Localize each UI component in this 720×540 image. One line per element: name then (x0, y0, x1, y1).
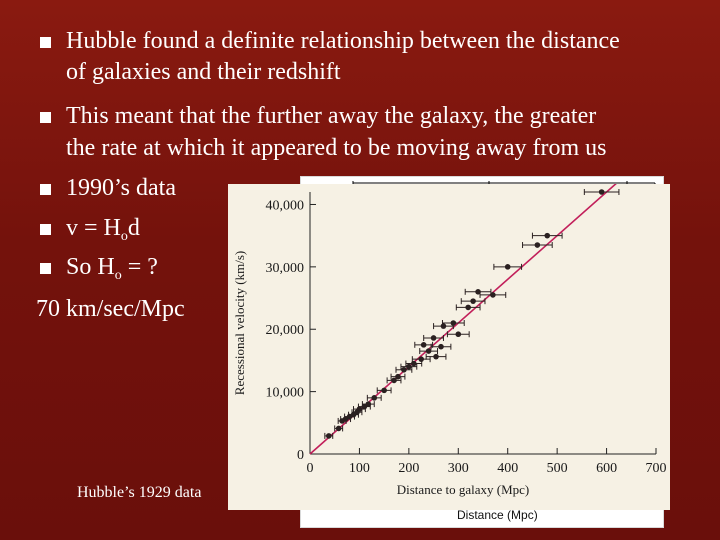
bullet-square-icon (40, 224, 51, 235)
data-point (430, 335, 437, 341)
hubble-chart-card: 0 100 200 300 400 500 600 700 0 10,000 20,000 30,00… (228, 169, 670, 510)
data-point (598, 189, 605, 195)
y-tick-label: 20,000 (266, 323, 305, 338)
bullet-2-line-2: the rate at which it appeared to be movi… (66, 135, 607, 161)
data-point (418, 356, 425, 362)
data-point (425, 348, 432, 354)
x-tick-label: 500 (547, 461, 568, 476)
bullet-square-icon (40, 37, 51, 48)
answer-text: 70 km/sec/Mpc (36, 296, 185, 322)
data-point (465, 304, 471, 311)
bullet-4-equation: v = Hod (66, 214, 140, 251)
x-tick-label: 100 (349, 461, 370, 476)
bullet-1-line-1: Hubble found a definite relationship bet… (66, 28, 620, 54)
data-point (406, 363, 412, 370)
data-points-layer (324, 189, 620, 439)
data-point (433, 353, 439, 360)
data-point (440, 323, 447, 329)
data-point (450, 320, 457, 326)
bullet-3-text: 1990’s data (66, 175, 176, 201)
x-tick-label: 200 (398, 461, 419, 476)
bullet-square-icon (40, 112, 51, 123)
bullet-5-question: So Ho = ? (66, 253, 158, 290)
y-tick-label: 40,000 (266, 198, 305, 213)
data-point (544, 232, 551, 239)
x-tick-label: 300 (448, 461, 469, 476)
axes-layer: 0 100 200 300 400 500 600 700 0 10,000 20,000 30,00… (266, 192, 667, 476)
data-point (325, 433, 332, 439)
data-point (490, 292, 496, 298)
data-point (420, 342, 427, 348)
question-pre: So H (66, 254, 115, 280)
x-tick-label: 600 (596, 461, 617, 476)
data-point (455, 331, 462, 338)
equation-pre: v = H (66, 215, 121, 241)
bullet-2-line-1: This meant that the further away the gal… (66, 103, 597, 129)
bullet-1-line-2: of galaxies and their redshift (66, 59, 341, 85)
chart-caption: Hubble’s 1929 data (77, 484, 202, 501)
data-point (438, 343, 444, 350)
data-point (391, 377, 397, 384)
data-point (335, 425, 342, 432)
bullet-square-icon (40, 263, 51, 274)
data-point (356, 406, 363, 412)
data-point (371, 395, 378, 401)
question-subscript: o (114, 268, 122, 283)
hubble-diagram-chart: 0 100 200 300 400 500 600 700 0 10,000 20,000 30,00… (232, 169, 667, 497)
background-chart-xlabel: Distance (Mpc) (457, 508, 538, 522)
y-axis-label: Recessional velocity (km/s) (232, 251, 247, 395)
data-point (365, 401, 372, 407)
data-point (395, 373, 401, 380)
y-tick-label: 30,000 (266, 261, 305, 276)
bullet-square-icon (40, 184, 51, 195)
data-point (534, 242, 541, 248)
x-tick-label: 0 (307, 461, 314, 476)
x-tick-label: 400 (497, 461, 518, 476)
equation-post: d (127, 215, 140, 241)
x-tick-label: 700 (646, 461, 667, 476)
y-tick-label: 0 (297, 448, 304, 463)
question-post: = ? (121, 254, 158, 280)
data-point (381, 387, 387, 394)
data-point (401, 366, 407, 373)
data-point (475, 289, 481, 295)
data-point (470, 298, 476, 304)
x-axis-label: Distance to galaxy (Mpc) (397, 482, 529, 497)
y-tick-label: 10,000 (266, 386, 305, 401)
equation-subscript: o (120, 229, 128, 244)
data-point (504, 264, 511, 270)
